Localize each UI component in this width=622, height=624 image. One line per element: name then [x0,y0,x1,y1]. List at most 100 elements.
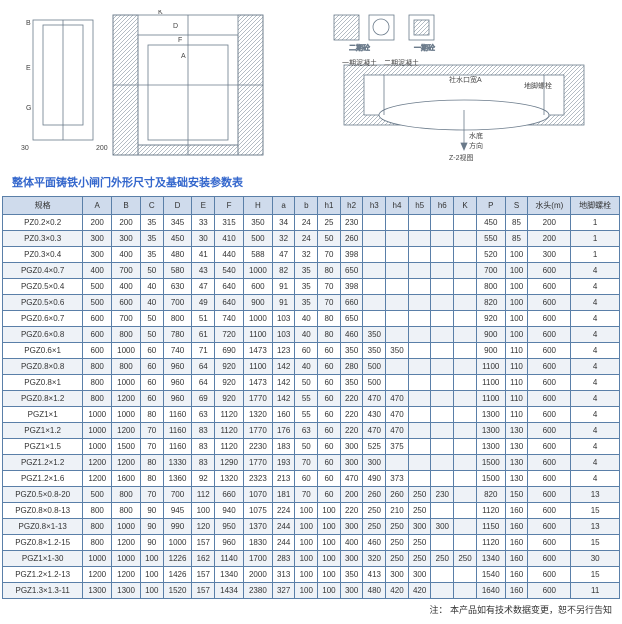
table-cell: 35 [295,263,318,279]
table-cell: 220 [340,503,363,519]
table-cell: 50 [140,327,163,343]
table-cell: 440 [215,247,244,263]
table-cell [454,567,477,583]
table-cell: 55 [295,391,318,407]
table-cell: 200 [528,231,571,247]
table-cell: 500 [243,231,272,247]
table-cell: 176 [272,423,295,439]
table-row: PZ0.2×0.22002003534533315350342425230450… [3,215,620,231]
table-cell: 1000 [243,311,272,327]
table-cell: PGZ0.8×1-13 [3,519,83,535]
table-row: PGZ0.6×160010006074071690147312360603503… [3,343,620,359]
table-cell: 800 [112,359,141,375]
table-cell: 40 [140,295,163,311]
table-cell: 600 [83,311,112,327]
table-cell: 100 [318,519,341,535]
table-cell: 2380 [243,583,272,599]
table-cell: 100 [505,263,528,279]
table-cell: 200 [528,215,571,231]
table-cell: 300 [408,519,431,535]
table-cell: 100 [295,567,318,583]
table-cell: 50 [140,311,163,327]
table-cell: 160 [505,567,528,583]
table-cell: 500 [363,375,386,391]
table-cell: 80 [318,327,341,343]
table-cell: 1200 [112,423,141,439]
table-cell: 250 [408,551,431,567]
table-cell: 1500 [112,439,141,455]
table-cell: 260 [386,487,409,503]
table-cell: 260 [340,231,363,247]
table-cell: 142 [272,359,295,375]
table-cell: 30 [571,551,620,567]
table-cell: 4 [571,263,620,279]
table-cell: 460 [363,535,386,551]
table-cell: 2230 [243,439,272,455]
table-cell [431,343,454,359]
table-cell [408,439,431,455]
table-cell: 315 [215,215,244,231]
table-cell [363,247,386,263]
table-cell [363,215,386,231]
table-cell: 160 [505,583,528,599]
table-row: PGZ0.5×0.4500400406304764060091357039880… [3,279,620,295]
table-cell: PGZ1.2×1.2 [3,455,83,471]
table-cell: 1330 [163,455,192,471]
table-cell [431,439,454,455]
table-cell: 91 [272,295,295,311]
table-cell: 1200 [112,567,141,583]
table-cell: 820 [476,295,505,311]
table-cell: 800 [83,359,112,375]
footnote: 注： 本产品如有技术数据变更，恕不另行告知 [0,599,622,624]
table-cell [454,343,477,359]
table-cell: 40 [295,359,318,375]
table-cell [454,231,477,247]
table-cell: 4 [571,439,620,455]
table-cell [408,423,431,439]
table-cell: 60 [318,439,341,455]
table-cell: 160 [272,407,295,423]
table-cell: 1 [571,247,620,263]
table-cell: 800 [83,375,112,391]
table-row: PGZ0.5×0.6500600407004964090091357066082… [3,295,620,311]
diagram-left-elevation: B E G 200 30 K D F A [15,10,301,165]
table-cell [454,359,477,375]
table-cell: 960 [163,359,192,375]
table-cell: 32 [295,247,318,263]
column-header: h2 [340,197,363,215]
table-cell: 100 [295,583,318,599]
table-cell: 142 [272,391,295,407]
table-cell: 85 [505,215,528,231]
table-cell: 500 [83,295,112,311]
table-cell: 1300 [476,423,505,439]
table-cell: 470 [363,391,386,407]
table-cell: 200 [112,215,141,231]
table-cell [386,311,409,327]
column-header: h3 [363,197,386,215]
table-cell [454,247,477,263]
table-cell: 300 [340,455,363,471]
table-cell: 420 [386,583,409,599]
table-cell: 100 [140,551,163,567]
table-cell: 1000 [112,343,141,359]
table-cell: 47 [192,279,215,295]
table-cell [408,263,431,279]
table-row: PGZ1.2×1.2-13120012001001426157134020003… [3,567,620,583]
table-cell [431,407,454,423]
table-cell: 80 [140,455,163,471]
table-cell: 100 [295,535,318,551]
table-cell: 600 [528,295,571,311]
table-cell [408,343,431,359]
table-cell: 4 [571,391,620,407]
table-cell: 50 [295,439,318,455]
table-cell: 1100 [243,359,272,375]
table-cell: 25 [318,215,341,231]
table-cell: 35 [140,231,163,247]
table-cell: 900 [476,343,505,359]
table-cell: 100 [295,519,318,535]
table-cell [363,279,386,295]
table-cell [408,375,431,391]
table-cell: 1150 [476,519,505,535]
svg-text:200: 200 [96,145,108,152]
table-cell: 4 [571,311,620,327]
